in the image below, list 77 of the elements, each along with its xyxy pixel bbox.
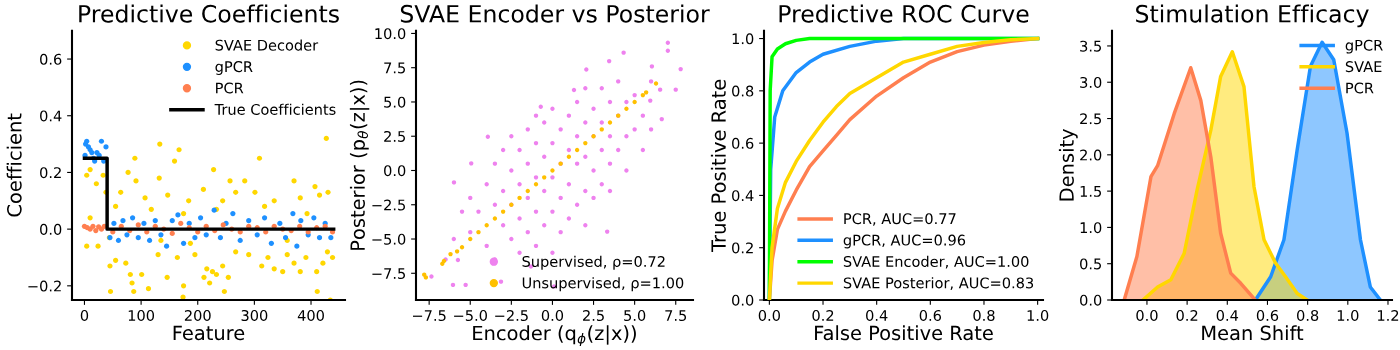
y-tick-label: 0.2 — [40, 167, 61, 179]
y-tick-label: 5.0 — [384, 96, 406, 108]
x-tick-label: 1.2 — [1377, 309, 1399, 321]
legend-label: SVAE Posterior, AUC=0.83 — [843, 277, 1034, 290]
y-tick-label: −5.0 — [372, 233, 406, 245]
legend-label: PCR — [1346, 82, 1374, 94]
y-tick-label: 0.2 — [732, 242, 753, 254]
x-tick-label: 0.4 — [1216, 309, 1239, 322]
x-tick-label: 300 — [241, 309, 268, 322]
x-tick-label: 0.0 — [758, 309, 780, 322]
y-axis-title: Density — [1058, 128, 1078, 201]
y-tick-label: 0.0 — [732, 294, 754, 306]
x-tick-label: 0.0 — [541, 309, 564, 322]
y-tick-label: 0.4 — [732, 190, 754, 202]
legend-label: True Coefficients — [214, 103, 336, 115]
legend-label: gPCR — [215, 61, 253, 75]
x-tick-label: −2.5 — [495, 309, 528, 322]
y-tick-label: 0.0 — [40, 223, 62, 235]
x-axis-title: Encoder (q$_{ϕ}$(z|x)) — [473, 325, 636, 347]
y-tick-label: 0.6 — [40, 53, 62, 65]
y-tick-label: 1.5 — [1080, 186, 1101, 197]
x-tick-label: 0.4 — [866, 309, 888, 322]
y-tick-label: 0.5 — [1080, 258, 1101, 270]
y-axis-title: Coefficient — [6, 113, 22, 217]
x-tick-label: 0 — [80, 309, 89, 322]
x-axis-title: False Positive Rate — [815, 325, 993, 341]
x-tick-label: 1.0 — [1337, 309, 1359, 322]
y-tick-label: 2.0 — [1080, 149, 1102, 161]
chart-title: SVAE Encoder vs Posterior — [400, 4, 710, 23]
x-tick-label: 2.5 — [583, 309, 604, 322]
x-axis-title: Feature — [173, 325, 245, 341]
y-tick-label: 0.4 — [40, 110, 62, 122]
y-tick-label: 2.5 — [384, 130, 405, 142]
chart-title: Stimulation Efficacy — [1136, 4, 1369, 28]
legend-label: gPCR — [1345, 39, 1383, 54]
x-tick-label: 0.6 — [919, 309, 942, 322]
y-tick-label: 3.0 — [1080, 76, 1102, 88]
y-tick-label: 1.0 — [1080, 222, 1102, 234]
y-axis-title: True Positive Rate — [710, 79, 726, 252]
x-tick-label: −7.5 — [412, 310, 446, 322]
x-tick-label: 7.5 — [665, 310, 687, 322]
y-tick-label: −0.2 — [28, 280, 61, 292]
y-tick-label: 0.8 — [732, 85, 754, 97]
chart-title: Predictive ROC Curve — [779, 4, 1029, 23]
y-tick-label: 7.5 — [384, 62, 405, 74]
chart-title: Predictive Coefficients — [79, 4, 339, 23]
x-tick-label: 0.6 — [1256, 309, 1279, 322]
legend-label: Supervised, ρ=0.72 — [522, 255, 665, 270]
x-tick-label: 100 — [128, 309, 155, 322]
x-tick-label: 5.0 — [624, 309, 646, 322]
y-tick-label: 10.0 — [375, 28, 406, 40]
x-axis-title: Mean Shift — [1202, 325, 1304, 341]
x-tick-label: −5.0 — [454, 309, 487, 322]
x-tick-label: 1.0 — [1027, 309, 1049, 322]
y-tick-label: 0.0 — [384, 165, 406, 177]
x-tick-label: 200 — [184, 309, 211, 322]
y-tick-label: 0.6 — [732, 137, 754, 149]
legend-label: gPCR, AUC=0.96 — [843, 234, 966, 249]
y-tick-label: 1.0 — [732, 33, 754, 45]
legend-label: SVAE Encoder, AUC=1.00 — [843, 255, 1029, 269]
legend-label: SVAE — [1345, 61, 1382, 73]
y-tick-label: 3.5 — [1080, 40, 1101, 52]
legend-label: PCR, AUC=0.77 — [844, 213, 956, 226]
x-tick-label: 0.8 — [973, 309, 995, 322]
y-tick-label: −2.5 — [372, 199, 405, 211]
legend-label: Unsupervised, ρ=1.00 — [522, 277, 684, 292]
x-tick-label: 400 — [297, 309, 324, 322]
x-tick-label: 0.0 — [1136, 309, 1158, 322]
y-tick-label: −7.5 — [372, 268, 405, 280]
y-axis-title: Posterior (p$_{θ}$(z|x)) — [349, 80, 370, 250]
y-tick-label: 2.5 — [1080, 113, 1101, 125]
x-tick-label: 0.8 — [1297, 309, 1319, 322]
legend-label: SVAE Decoder — [215, 39, 319, 51]
x-tick-label: 0.2 — [812, 309, 834, 322]
legend-label: PCR — [216, 82, 244, 94]
x-tick-label: 0.2 — [1176, 309, 1198, 322]
y-tick-label: 0.0 — [1080, 294, 1102, 306]
